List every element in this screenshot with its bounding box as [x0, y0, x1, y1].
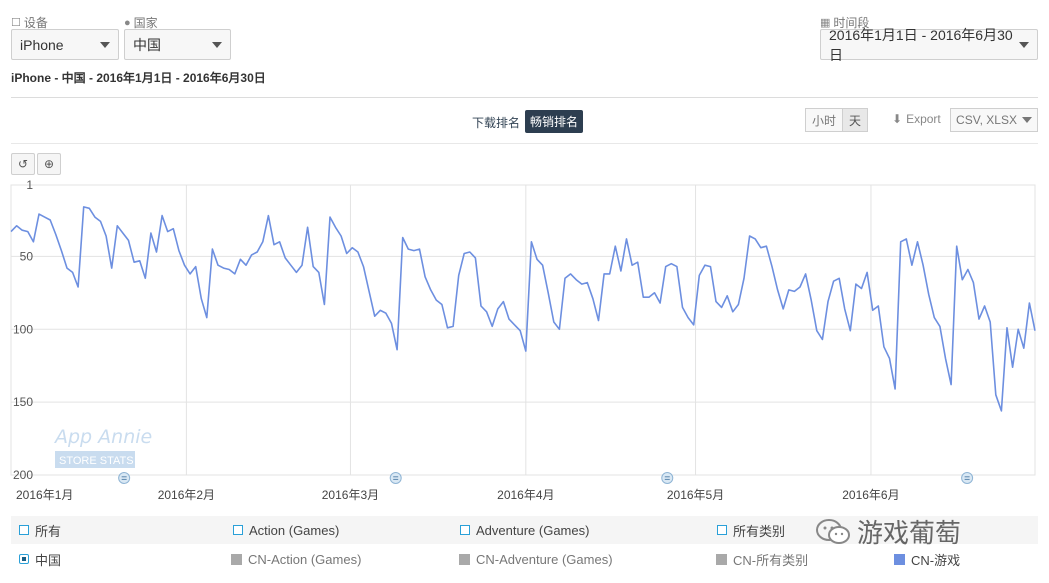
- y-tick-label: 150: [13, 395, 33, 409]
- watermark-tag: STORE STATS: [59, 455, 134, 467]
- country-label: ● 国家: [124, 16, 158, 30]
- event-marker-icon: [661, 472, 674, 484]
- event-marker-icon: [389, 472, 402, 484]
- checkbox[interactable]: [717, 525, 727, 535]
- device-icon: ☐: [11, 17, 21, 29]
- event-marker-bubble: [118, 472, 131, 484]
- legend-action-games[interactable]: Action (Games): [233, 523, 339, 538]
- watermark-brand: App Annie: [53, 426, 152, 448]
- y-tick-label: 100: [13, 322, 33, 336]
- legend-category-row: 所有 Action (Games) Adventure (Games) 所有类别: [11, 516, 1038, 544]
- checkbox[interactable]: [233, 525, 243, 535]
- export-label: ⬇ Export: [892, 112, 941, 126]
- zoom-icon: ⊕: [43, 157, 55, 171]
- series-swatch-active: [894, 553, 905, 565]
- checkbox[interactable]: [19, 525, 29, 535]
- granularity-day-button[interactable]: 天: [842, 108, 868, 132]
- legend-cn-all-categories[interactable]: CN-所有类别: [716, 550, 808, 569]
- app-annie-watermark: App Annie STORE STATS: [53, 426, 152, 468]
- chevron-down-icon: [100, 41, 110, 48]
- period-select[interactable]: 2016年1月1日 - 2016年6月30日: [820, 27, 1038, 63]
- device-label: ☐ 设备: [11, 16, 48, 30]
- report-subtitle: iPhone - 中国 - 2016年1月1日 - 2016年6月30日: [11, 71, 266, 85]
- period-select-value: 2016年1月1日 - 2016年6月30日: [829, 26, 1013, 63]
- y-tick-label: 200: [13, 468, 33, 482]
- legend-cn-games[interactable]: CN-游戏: [894, 550, 960, 569]
- x-tick-label: 2016年5月: [667, 488, 724, 502]
- export-format-select[interactable]: CSV, XLSX: [950, 108, 1038, 132]
- event-marker-bubble: [389, 472, 402, 484]
- x-tick-label: 2016年3月: [322, 488, 379, 502]
- divider: [11, 143, 1038, 144]
- chevron-down-icon: [212, 41, 222, 48]
- x-tick-label: 2016年6月: [842, 488, 899, 502]
- country-select-value: 中国: [133, 36, 161, 53]
- legend-adventure-games[interactable]: Adventure (Games): [460, 523, 589, 538]
- chevron-down-icon: [1021, 117, 1032, 123]
- reset-zoom-button[interactable]: ↺: [11, 153, 35, 175]
- y-tick-label: 1: [26, 178, 33, 192]
- series-swatch: [716, 553, 727, 565]
- calendar-icon: ▦: [820, 17, 831, 29]
- divider: [11, 97, 1038, 98]
- tab-download-rank[interactable]: 下载排名: [472, 116, 521, 130]
- tab-grossing-rank[interactable]: 畅销排名: [525, 110, 584, 133]
- legend-series-row: 中国 CN-Action (Games) CN-Adventure (Games…: [11, 545, 1038, 573]
- legend-cn-adventure[interactable]: CN-Adventure (Games): [459, 552, 613, 567]
- series-swatch: [459, 553, 470, 565]
- globe-icon: ●: [124, 16, 131, 29]
- country-select[interactable]: 中国: [124, 29, 231, 60]
- legend-all[interactable]: 所有: [19, 521, 61, 540]
- device-select-value: iPhone: [20, 36, 64, 53]
- reset-icon: ↺: [17, 157, 29, 171]
- chart-event-markers: [118, 472, 974, 484]
- chevron-down-icon: [1019, 41, 1029, 48]
- chart-series: [10, 206, 1036, 412]
- x-tick-label: 2016年4月: [497, 488, 554, 502]
- granularity-hour-button[interactable]: 小时: [805, 108, 843, 132]
- legend-all-categories[interactable]: 所有类别: [717, 521, 785, 540]
- checkbox-checked[interactable]: [19, 554, 29, 564]
- legend-cn-action[interactable]: CN-Action (Games): [231, 552, 361, 567]
- series-line: [10, 206, 1036, 412]
- download-icon: ⬇: [892, 112, 903, 126]
- event-marker-icon: [961, 472, 974, 484]
- zoom-button[interactable]: ⊕: [37, 153, 61, 175]
- legend-country-china[interactable]: 中国: [19, 550, 61, 569]
- wechat-watermark: 游戏葡萄: [815, 513, 961, 550]
- series-swatch: [231, 553, 242, 565]
- event-marker-bubble: [661, 472, 674, 484]
- rank-line-chart[interactable]: App Annie STORE STATS 1501001502002016年1…: [0, 175, 1049, 510]
- watermark-badge: [55, 451, 135, 468]
- period-label: ▦ 时间段: [820, 16, 870, 30]
- device-select[interactable]: iPhone: [11, 29, 119, 60]
- x-tick-label: 2016年2月: [158, 488, 215, 502]
- checkbox[interactable]: [460, 525, 470, 535]
- event-marker-icon: [118, 472, 131, 484]
- wechat-icon: [816, 518, 850, 544]
- event-marker-bubble: [961, 472, 974, 484]
- y-tick-label: 50: [20, 249, 34, 263]
- x-tick-label: 2016年1月: [16, 488, 73, 502]
